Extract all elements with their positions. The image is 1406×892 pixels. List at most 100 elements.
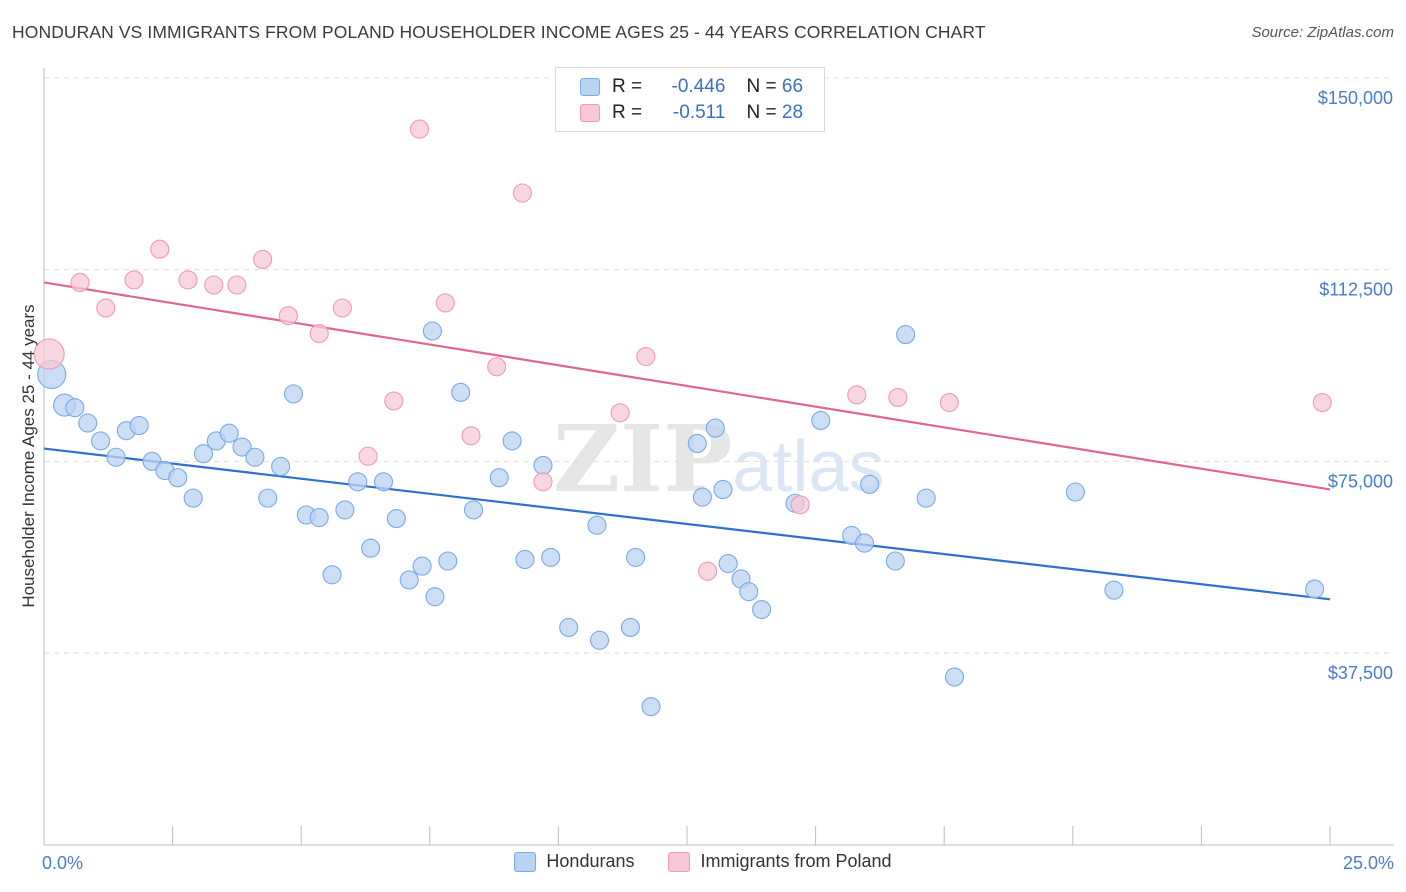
data-point-poland (409, 119, 430, 139)
data-point-hondurans (739, 582, 759, 602)
data-point-hondurans (626, 547, 646, 567)
data-point-hondurans (399, 570, 419, 590)
data-point-hondurans (916, 488, 936, 508)
data-points (33, 119, 1332, 717)
x-ticks (43, 826, 1331, 845)
data-point-hondurans (854, 533, 875, 553)
data-point-hondurans (193, 444, 214, 464)
data-point-poland (698, 561, 718, 581)
data-point-hondurans (705, 418, 725, 438)
y-tick-label: $37,500 (1328, 663, 1393, 683)
data-point-hondurans (335, 500, 355, 520)
data-point-poland (487, 357, 507, 377)
data-point-hondurans (322, 565, 342, 585)
legend-r-label: R = (612, 76, 643, 97)
y-tick-label: $150,000 (1318, 88, 1393, 108)
legend-swatch-poland (580, 104, 600, 122)
data-point-hondurans (489, 468, 509, 488)
legend-label-hondurans: Hondurans (546, 851, 635, 871)
data-point-hondurans (422, 321, 442, 341)
data-point-poland (533, 472, 553, 492)
legend-label-poland: Immigrants from Poland (700, 851, 892, 871)
data-point-poland (888, 387, 908, 407)
data-point-hondurans (533, 455, 553, 475)
data-point-hondurans (283, 384, 304, 404)
data-point-hondurans (65, 398, 85, 418)
data-point-poland (178, 270, 198, 290)
data-point-hondurans (718, 554, 738, 574)
data-point-poland (790, 495, 810, 515)
data-point-hondurans (361, 538, 381, 558)
data-point-poland (332, 298, 352, 318)
data-point-poland (253, 249, 273, 269)
data-point-hondurans (258, 488, 278, 508)
data-point-hondurans (183, 488, 203, 508)
data-point-poland (33, 338, 65, 370)
data-point-hondurans (386, 509, 406, 529)
legend-r-value-poland: -0.511 (672, 102, 726, 123)
y-axis-label: Householder Income Ages 25 - 44 years (19, 304, 38, 607)
data-point-poland (384, 391, 404, 411)
data-point-hondurans (425, 587, 445, 607)
data-point-hondurans (944, 667, 965, 687)
x-tick-label-max: 25.0% (1343, 853, 1394, 873)
data-point-hondurans (232, 437, 252, 457)
data-point-poland (610, 403, 630, 423)
legend-row-hondurans: R = -0.446 N = 66 (580, 74, 803, 100)
data-point-hondurans (142, 451, 162, 471)
data-point-hondurans (811, 410, 831, 430)
data-point-hondurans (896, 325, 916, 345)
data-point-hondurans (687, 433, 707, 453)
data-point-poland (278, 306, 298, 326)
data-point-poland (1312, 393, 1332, 413)
data-point-hondurans (106, 447, 126, 467)
data-point-hondurans (885, 551, 905, 571)
data-point-hondurans (587, 515, 607, 535)
trend-line-poland (43, 281, 1331, 491)
legend-swatch-poland (668, 851, 691, 872)
data-point-poland (847, 385, 867, 405)
data-point-poland (124, 270, 144, 290)
data-point-hondurans (1104, 580, 1124, 600)
series-legend: Hondurans Immigrants from Poland (0, 851, 1406, 872)
data-point-poland (96, 298, 116, 318)
data-point-hondurans (1065, 482, 1085, 502)
legend-swatch-hondurans (580, 78, 600, 96)
data-point-hondurans (590, 630, 610, 650)
legend-item-poland: Immigrants from Poland (668, 851, 892, 872)
legend-swatch-hondurans (514, 851, 537, 872)
legend-r-label: R = (612, 102, 643, 123)
y-tick-labels: $37,500 $75,000 $112,500 $150,000 (1318, 88, 1393, 683)
data-point-hondurans (129, 416, 149, 436)
legend-r-value-hondurans: -0.446 (671, 76, 726, 97)
x-tick-label-min: 0.0% (42, 853, 83, 873)
data-point-hondurans (168, 468, 188, 488)
trend-lines (43, 281, 1331, 601)
data-point-hondurans (78, 413, 98, 433)
legend-n-value-poland: 28 (781, 102, 804, 123)
axes (43, 68, 1394, 846)
data-point-hondurans (860, 474, 880, 494)
data-point-hondurans (541, 547, 561, 567)
data-point-hondurans (1305, 579, 1325, 599)
source-credit: Source: ZipAtlas.com (1251, 24, 1394, 41)
data-point-hondurans (91, 431, 111, 451)
data-point-hondurans (412, 556, 432, 576)
legend-n-label: N = (746, 102, 777, 123)
data-point-hondurans (348, 472, 368, 492)
data-point-hondurans (620, 617, 640, 637)
data-point-poland (358, 446, 378, 466)
data-point-hondurans (641, 697, 661, 717)
data-point-hondurans (463, 500, 484, 520)
legend-item-hondurans: Hondurans (514, 851, 634, 872)
legend-n-label: N = (746, 76, 777, 97)
grid-lines (44, 77, 1394, 654)
trend-line-hondurans (43, 447, 1331, 601)
data-point-poland (70, 272, 90, 292)
data-point-poland (636, 347, 656, 367)
data-point-hondurans (502, 431, 522, 451)
data-point-hondurans (713, 479, 733, 499)
data-point-poland (939, 393, 959, 413)
correlation-legend: R = -0.446 N = 66 R = -0.511 N = 28 (555, 67, 825, 132)
